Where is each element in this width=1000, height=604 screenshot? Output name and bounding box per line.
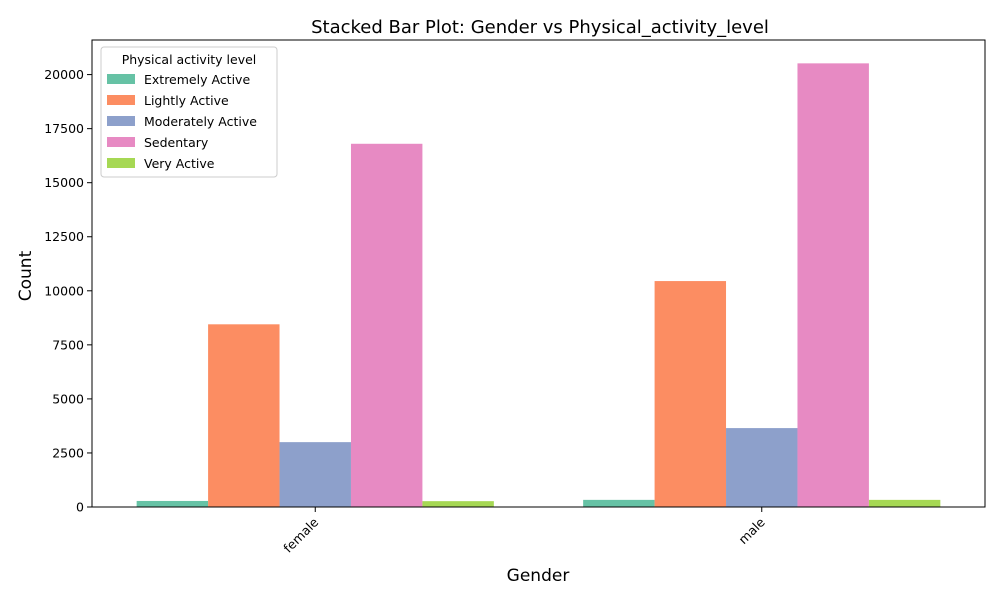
y-axis-label: Count — [16, 250, 36, 301]
legend-swatch — [107, 158, 135, 168]
legend-entry-label: Moderately Active — [144, 114, 257, 129]
bar-male-lightly-active — [654, 281, 727, 507]
legend-entry-label: Very Active — [144, 156, 215, 171]
y-tick-label: 20000 — [44, 67, 84, 82]
y-tick-label: 5000 — [52, 391, 84, 406]
legend-entry-label: Sedentary — [144, 135, 209, 150]
chart-title: Stacked Bar Plot: Gender vs Physical_act… — [311, 17, 769, 38]
y-tick-label: 2500 — [52, 445, 84, 460]
y-tick-label: 7500 — [52, 337, 84, 352]
x-tick-label: male — [735, 514, 768, 547]
legend: Physical activity level Extremely Active L… — [100, 46, 278, 178]
y-tick-label: 12500 — [44, 229, 84, 244]
legend-swatch — [107, 74, 135, 84]
legend-entry-label: Extremely Active — [144, 72, 250, 87]
bar-male-very-active — [868, 499, 941, 507]
y-tick-label: 0 — [76, 500, 84, 515]
y-tick-label: 10000 — [44, 283, 84, 298]
bar-male-moderately-active — [726, 428, 798, 507]
legend-title: Physical activity level — [122, 52, 257, 67]
legend-swatch — [107, 137, 135, 147]
bar-female-sedentary — [350, 143, 423, 507]
y-tick-label: 17500 — [44, 121, 84, 136]
bar-male-sedentary — [797, 63, 869, 507]
legend-entry-label: Lightly Active — [144, 93, 229, 108]
legend-box — [100, 46, 278, 178]
axes-frame — [91, 39, 986, 508]
bar-male-extremely-active — [583, 499, 655, 507]
bar-female-very-active — [422, 501, 494, 507]
plot-area: 0 2500 5000 7500 10000 12500 15000 17500 20000 fe… — [44, 39, 986, 556]
x-tick-label: female — [280, 514, 321, 555]
legend-swatch — [107, 95, 135, 105]
bar-female-lightly-active — [208, 324, 280, 507]
legend-swatch — [107, 116, 135, 126]
y-tick-label: 15000 — [44, 175, 84, 190]
x-axis-label: Gender — [507, 566, 570, 586]
bar-female-moderately-active — [279, 442, 351, 507]
bar-female-extremely-active — [136, 500, 209, 507]
